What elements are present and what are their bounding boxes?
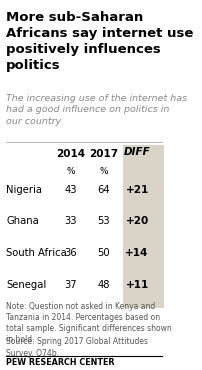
Text: 2014: 2014 <box>56 149 85 159</box>
Text: The increasing use of the internet has
had a good influence on politics in
our c: The increasing use of the internet has h… <box>6 94 187 125</box>
Text: 33: 33 <box>64 216 77 226</box>
Text: +21: +21 <box>125 185 148 195</box>
Text: 36: 36 <box>64 248 77 258</box>
Text: More sub-Saharan
Africans say internet use
positively influences
politics: More sub-Saharan Africans say internet u… <box>6 10 193 71</box>
Text: +11: +11 <box>125 280 148 290</box>
Text: 43: 43 <box>64 185 77 195</box>
Text: 37: 37 <box>64 280 77 290</box>
Text: Ghana: Ghana <box>6 216 39 226</box>
Text: %: % <box>66 166 75 175</box>
Text: +20: +20 <box>125 216 148 226</box>
Text: Nigeria: Nigeria <box>6 185 42 195</box>
Text: Source: Spring 2017 Global Attitudes
Survey. Q74b.: Source: Spring 2017 Global Attitudes Sur… <box>6 337 148 357</box>
Text: %: % <box>99 166 108 175</box>
Text: 2017: 2017 <box>89 149 118 159</box>
Text: PEW RESEARCH CENTER: PEW RESEARCH CENTER <box>6 358 114 367</box>
FancyBboxPatch shape <box>122 145 164 307</box>
Text: Note: Question not asked in Kenya and
Tanzania in 2014. Percentages based on
tot: Note: Question not asked in Kenya and Ta… <box>6 302 171 344</box>
Text: 64: 64 <box>97 185 110 195</box>
Text: 53: 53 <box>97 216 110 226</box>
Text: DIFF: DIFF <box>123 147 150 157</box>
Text: +14: +14 <box>125 248 148 258</box>
Text: 48: 48 <box>97 280 110 290</box>
Text: Senegal: Senegal <box>6 280 46 290</box>
Text: 50: 50 <box>97 248 110 258</box>
Text: South Africa: South Africa <box>6 248 67 258</box>
